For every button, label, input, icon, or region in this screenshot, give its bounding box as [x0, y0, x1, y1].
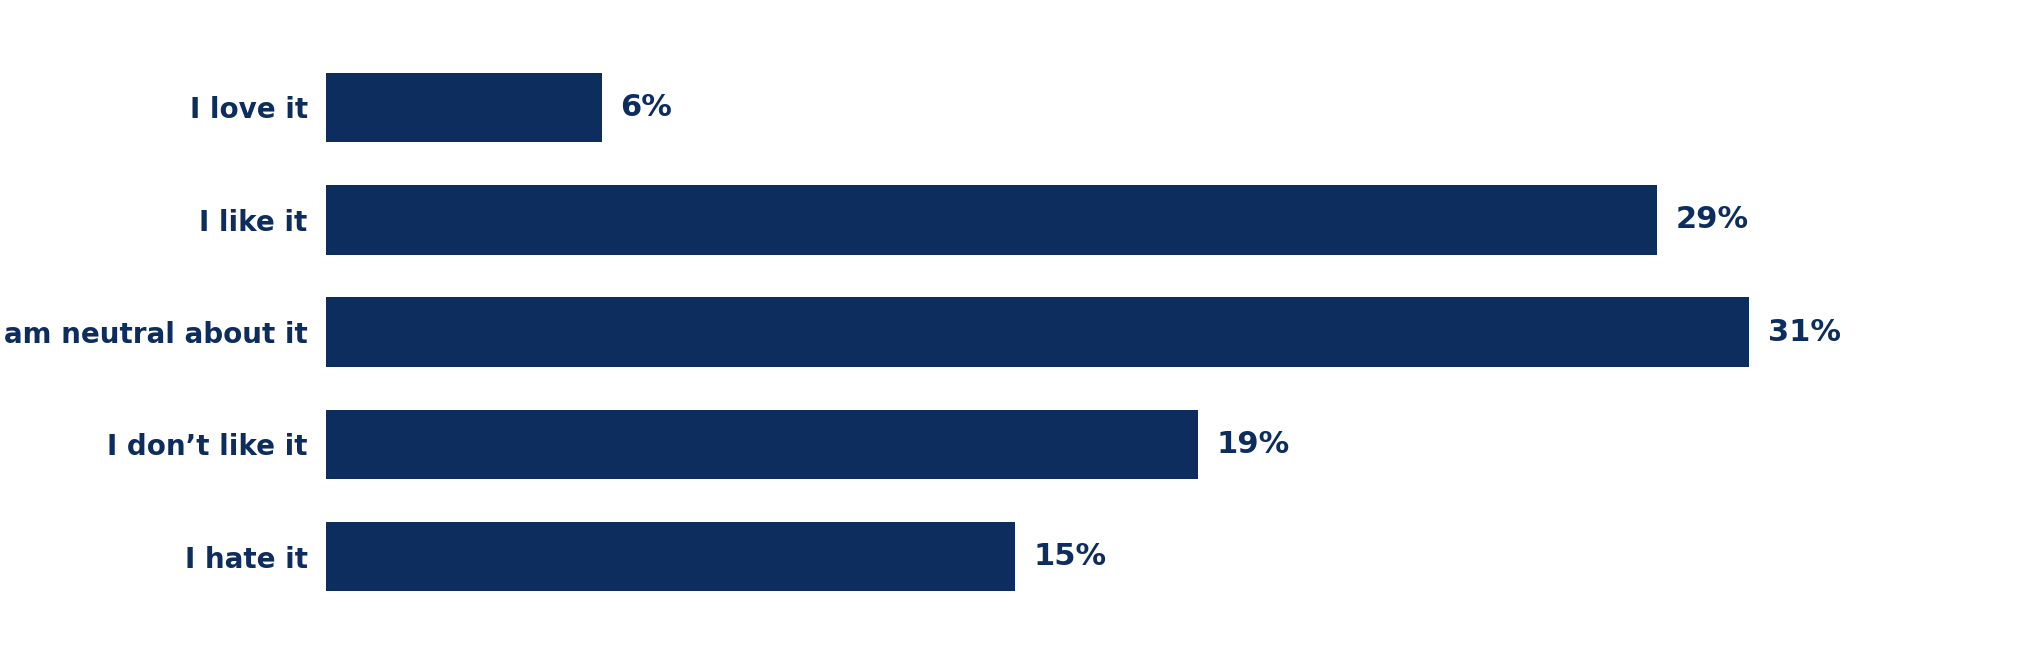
Text: 6%: 6% [620, 93, 671, 122]
Bar [326, 185, 1656, 255]
Text: 29%: 29% [1676, 205, 1747, 234]
Bar [326, 522, 1015, 592]
Bar [326, 298, 1747, 367]
Text: 19%: 19% [1215, 430, 1289, 459]
Bar [326, 409, 1197, 479]
Text: 31%: 31% [1766, 318, 1839, 346]
Bar [326, 72, 602, 142]
Text: 15%: 15% [1032, 542, 1105, 571]
